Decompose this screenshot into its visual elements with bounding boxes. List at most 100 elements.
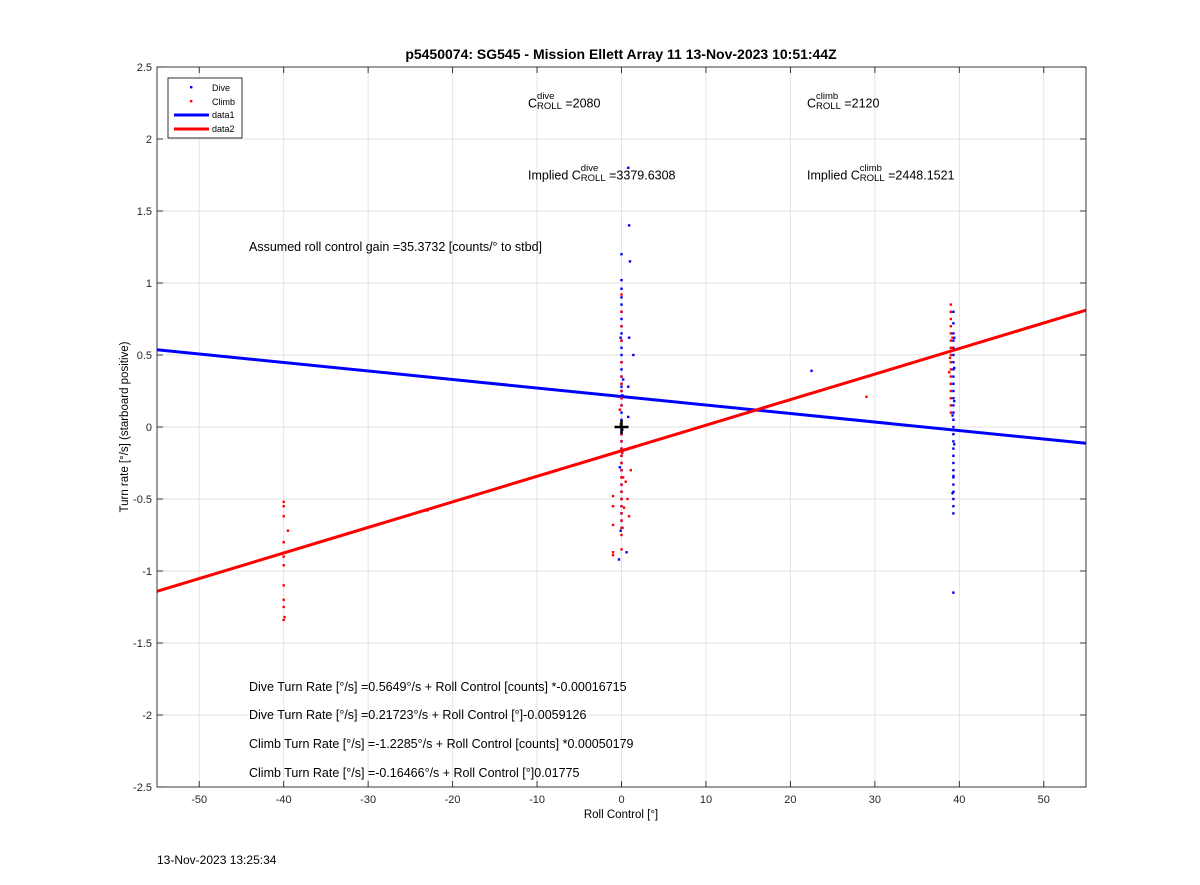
data-point-dive bbox=[952, 447, 955, 450]
data-point-climb bbox=[620, 512, 623, 515]
data-point-climb bbox=[620, 483, 623, 486]
data-point-climb bbox=[620, 389, 623, 393]
implied-climb-indices: climb ROLL bbox=[860, 164, 885, 184]
data-point-climb bbox=[620, 497, 623, 501]
data-point-dive bbox=[620, 278, 623, 282]
data-point-climb bbox=[620, 548, 623, 551]
climb-degrees-equation: Climb Turn Rate [°/s] =-0.16466°/s + Rol… bbox=[249, 766, 580, 780]
data-point-dive bbox=[952, 497, 955, 501]
data-point-climb bbox=[629, 469, 632, 472]
data-point-climb bbox=[282, 555, 285, 558]
data-point-dive bbox=[952, 490, 955, 493]
data-point-dive bbox=[952, 476, 955, 479]
data-point-dive bbox=[952, 591, 955, 594]
data-point-climb bbox=[865, 395, 868, 398]
data-point-dive bbox=[627, 166, 630, 169]
data-point-climb bbox=[949, 361, 953, 364]
data-point-climb bbox=[282, 505, 285, 508]
dive-counts-equation: Dive Turn Rate [°/s] =0.5649°/s + Roll C… bbox=[249, 680, 627, 694]
data-point-dive bbox=[617, 558, 621, 561]
implied-dive-sub: ROLL bbox=[580, 173, 606, 184]
y-tick-label: -1 bbox=[142, 566, 152, 578]
data-point-dive bbox=[620, 287, 623, 290]
y-tick-label: 0 bbox=[146, 422, 152, 434]
implied-dive-indices: dive ROLL bbox=[581, 164, 606, 184]
dive-degrees-equation: Dive Turn Rate [°/s] =0.21723°/s + Roll … bbox=[249, 708, 587, 722]
climb-counts-equation: Climb Turn Rate [°/s] =-1.2285°/s + Roll… bbox=[249, 737, 634, 751]
data-point-climb bbox=[620, 382, 623, 385]
data-point-climb bbox=[622, 506, 626, 509]
data-point-climb bbox=[620, 447, 623, 450]
data-point-climb bbox=[949, 310, 953, 313]
c-roll-dive-sup: dive bbox=[537, 91, 555, 102]
data-point-climb bbox=[949, 368, 953, 371]
x-tick-label: -40 bbox=[276, 794, 292, 806]
data-point-dive bbox=[952, 375, 955, 378]
data-point-climb bbox=[949, 303, 953, 306]
gain-annotation: Assumed roll control gain =35.3732 [coun… bbox=[249, 240, 543, 254]
y-tick-label: -2.5 bbox=[133, 782, 152, 794]
data-point-climb bbox=[620, 505, 623, 508]
y-tick-label: -0.5 bbox=[133, 494, 152, 506]
x-tick-label: 10 bbox=[700, 794, 712, 806]
y-tick-label: 2.5 bbox=[137, 62, 152, 74]
data-point-dive bbox=[621, 378, 625, 381]
data-point-dive bbox=[953, 443, 956, 446]
implied-dive-prefix: Implied C bbox=[528, 168, 581, 183]
data-point-dive bbox=[620, 353, 623, 357]
data-point-dive bbox=[620, 253, 623, 256]
data-point-climb bbox=[618, 408, 622, 411]
data-point-dive bbox=[620, 418, 623, 421]
x-tick-label: 50 bbox=[1038, 794, 1050, 806]
data-point-climb bbox=[282, 564, 285, 567]
data-point-dive bbox=[952, 332, 955, 335]
data-point-climb bbox=[620, 325, 623, 328]
data-point-dive bbox=[620, 332, 623, 335]
data-point-dive bbox=[627, 385, 630, 388]
data-point-dive bbox=[952, 474, 955, 478]
y-tick-label: 1.5 bbox=[137, 206, 152, 218]
data-point-dive bbox=[952, 469, 955, 472]
data-point-dive bbox=[952, 397, 955, 400]
implied-dive-value: =3379.6308 bbox=[609, 168, 676, 183]
data-point-climb bbox=[951, 336, 954, 339]
legend-climb-marker bbox=[190, 100, 193, 103]
legend-dive-marker bbox=[190, 86, 193, 89]
c-roll-climb-sup: climb bbox=[816, 91, 839, 102]
data-point-dive bbox=[620, 317, 623, 321]
data-point-climb bbox=[950, 346, 953, 349]
data-point-dive bbox=[810, 369, 813, 373]
data-point-dive bbox=[620, 303, 623, 306]
x-tick-label: -30 bbox=[360, 794, 376, 806]
x-tick-label: 40 bbox=[953, 794, 965, 806]
data-point-dive bbox=[619, 529, 622, 532]
data-point-dive bbox=[620, 385, 623, 388]
data-point-dive bbox=[952, 433, 955, 436]
data-point-climb bbox=[621, 451, 624, 455]
data-point-dive bbox=[952, 454, 955, 457]
c-roll-dive-sub: ROLL bbox=[537, 101, 562, 112]
data-point-dive bbox=[625, 551, 628, 554]
c-roll-climb-value: =2120 bbox=[844, 96, 880, 111]
data-point-dive bbox=[952, 404, 955, 407]
data-point-climb bbox=[620, 519, 623, 522]
data-point-climb bbox=[949, 339, 953, 342]
data-point-climb bbox=[611, 553, 615, 557]
data-point-climb bbox=[949, 397, 953, 400]
data-point-dive bbox=[628, 260, 632, 263]
data-point-climb bbox=[949, 389, 953, 393]
data-point-climb bbox=[620, 469, 623, 472]
data-point-dive bbox=[952, 411, 955, 414]
data-point-dive bbox=[621, 394, 624, 397]
data-point-dive bbox=[953, 399, 956, 403]
data-point-climb bbox=[611, 494, 615, 498]
data-point-climb bbox=[626, 497, 629, 501]
data-point-climb bbox=[620, 310, 623, 313]
print-timestamp: 13-Nov-2023 13:25:34 bbox=[157, 853, 277, 867]
x-axis-label: Roll Control [°] bbox=[584, 809, 658, 821]
data-point-climb bbox=[948, 356, 952, 360]
